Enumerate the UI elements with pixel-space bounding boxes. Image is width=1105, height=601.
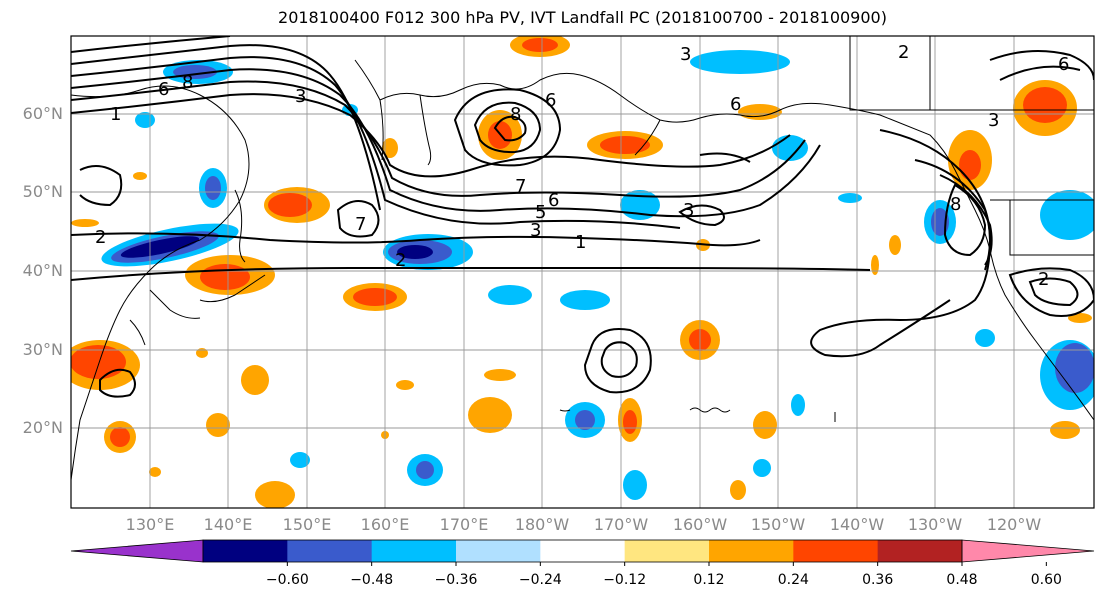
contour-label: 3 <box>988 110 999 131</box>
lat-label: 60°N <box>22 104 63 123</box>
lon-label: 170°E <box>439 515 489 534</box>
map-title: 2018100400 F012 300 hPa PV, IVT Landfall… <box>278 8 887 27</box>
contour-label: 2 <box>95 227 106 248</box>
contour-label: 7 <box>515 176 526 197</box>
contour-label-group: 1 2 1 2 3 3 3 5 6 6 7 7 8 8 2 3 6 8 2 6 … <box>95 42 1069 290</box>
lat-label: 50°N <box>22 182 63 201</box>
colorbar-extend-max <box>961 539 1095 563</box>
lon-label: 140°E <box>203 515 253 534</box>
contour-label: 1 <box>575 232 586 253</box>
graticule <box>71 36 1094 508</box>
contour-label: 2 <box>395 250 406 271</box>
contour-label: 8 <box>510 104 521 125</box>
lon-label: 150°E <box>282 515 332 534</box>
contour-label: 6 <box>1058 54 1069 75</box>
colorbar-segment <box>624 540 710 562</box>
colorbar-tick-label: 0.48 <box>946 572 978 588</box>
colorbar-tick-label: −0.12 <box>603 572 647 588</box>
colorbar-segment <box>793 540 879 562</box>
colorbar-segment <box>456 540 541 562</box>
colorbar-tick-label: 0.36 <box>862 572 894 588</box>
lon-label: 150°W <box>750 515 806 534</box>
contour-label: 3 <box>683 200 694 221</box>
lon-label: 170°W <box>593 515 649 534</box>
contour-label: 7 <box>355 214 366 235</box>
colorbar-segment <box>287 540 373 562</box>
contour-label: 2 <box>1038 269 1049 290</box>
map-frame <box>70 35 1095 509</box>
lat-label: 20°N <box>22 418 63 437</box>
colorbar-tick-label: 0.60 <box>1030 572 1062 588</box>
lon-label: 130°W <box>907 515 963 534</box>
lon-label: 180°W <box>514 515 570 534</box>
contour-label: 3 <box>680 44 691 65</box>
contour-label: 3 <box>295 86 306 107</box>
contour-label: 2 <box>898 42 909 63</box>
colorbar-tick-label: 0.12 <box>693 572 725 588</box>
lon-label: 160°W <box>672 515 728 534</box>
contour-label: 1 <box>110 104 121 125</box>
lat-label: 40°N <box>22 261 63 280</box>
lon-label: 160°E <box>360 515 410 534</box>
colorbar-segment <box>540 540 626 562</box>
contour-label: 8 <box>950 194 961 215</box>
colorbar-tick-label: −0.48 <box>350 572 394 588</box>
contour-label: 8 <box>182 72 193 93</box>
lon-label: 120°W <box>986 515 1042 534</box>
colorbar-extend-min <box>70 539 204 563</box>
contour-label: 3 <box>530 220 541 241</box>
contour-label: 6 <box>730 94 741 115</box>
colorbar-tick-label: −0.24 <box>518 572 562 588</box>
lat-label: 30°N <box>22 340 63 359</box>
lon-label: 140°W <box>829 515 885 534</box>
colorbar-segment <box>709 540 794 562</box>
colorbar-segment <box>877 540 963 562</box>
lon-label: 130°E <box>125 515 175 534</box>
colorbar-tick-label: 0.24 <box>777 572 809 588</box>
contour-label: 6 <box>548 190 559 211</box>
colorbar-outline <box>202 539 963 563</box>
colorbar-tick-label: −0.36 <box>434 572 478 588</box>
colorbar-segment <box>203 540 288 562</box>
colorbar <box>70 539 1095 566</box>
contour-label: 6 <box>545 90 556 111</box>
contour-label: 6 <box>158 79 169 100</box>
contour-label: 5 <box>535 202 546 223</box>
pv-contours <box>71 36 1094 398</box>
colorbar-segment <box>371 540 457 562</box>
colorbar-tick-label: −0.60 <box>265 572 309 588</box>
